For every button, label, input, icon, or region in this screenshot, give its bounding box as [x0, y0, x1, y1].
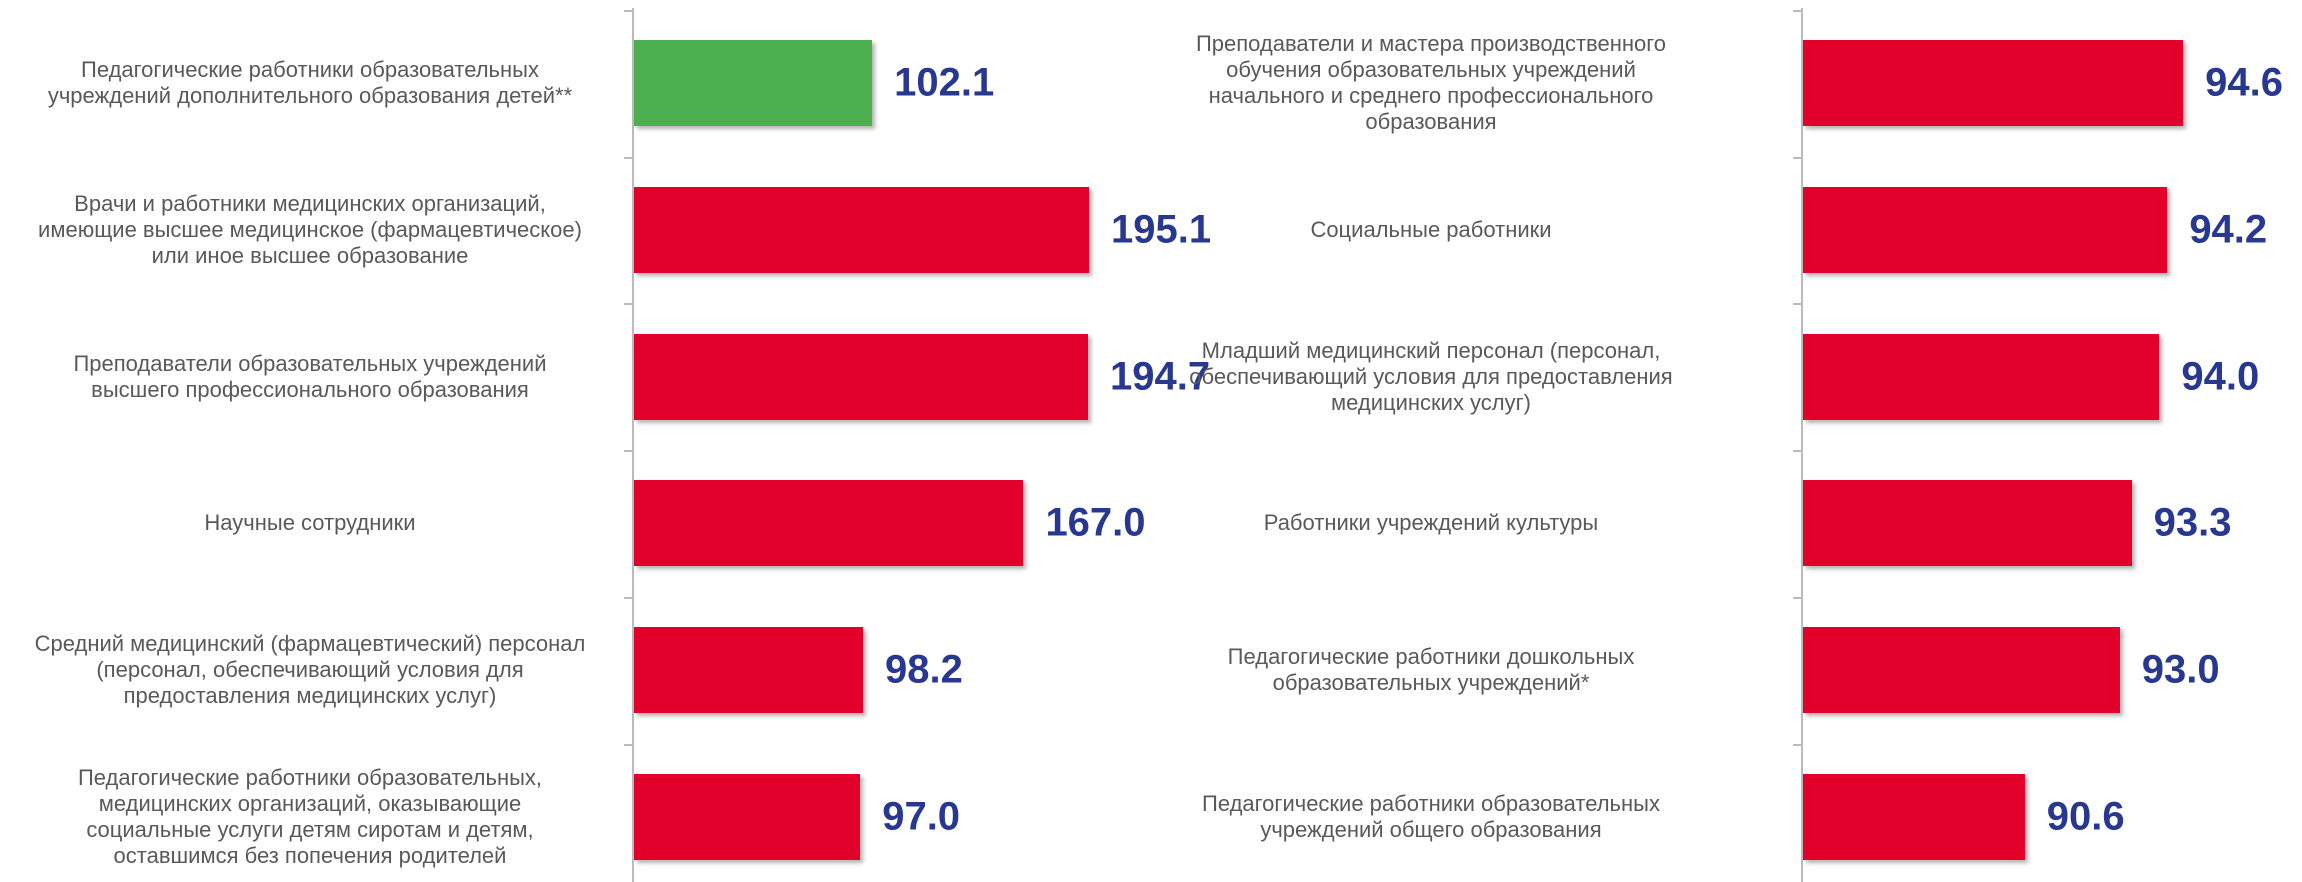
category-separator [1793, 156, 1803, 159]
category-label: Педагогические работники дошкольных обра… [1227, 644, 1635, 696]
bar [1803, 40, 2184, 127]
value-label: 94.2 [2189, 207, 2268, 252]
category-label: Социальные работники [1310, 217, 1552, 243]
bar [634, 40, 873, 127]
category-label: Преподаватели и мастера производственног… [1195, 31, 1667, 135]
value-label: 94.0 [2181, 354, 2260, 399]
value-label: 194.7 [1110, 354, 1211, 399]
bar [634, 187, 1089, 274]
value-label: 97.0 [882, 794, 961, 839]
category-separator [1793, 450, 1803, 453]
category-label: Педагогические работники образовательных… [1202, 790, 1660, 842]
category-label: Педагогические работники образовательных… [77, 764, 543, 868]
bar [634, 627, 863, 714]
value-label: 195.1 [1110, 207, 1212, 252]
category-separator [624, 156, 634, 159]
category-label: Средний медицинский (фармацевтический) п… [34, 631, 586, 709]
value-label: 98.2 [885, 647, 963, 692]
category-separator [624, 10, 634, 12]
category-separator [624, 596, 634, 599]
category-separator [1793, 596, 1803, 599]
bar [634, 773, 861, 860]
category-separator [1793, 743, 1803, 746]
category-separator [1793, 303, 1803, 306]
category-label: Преподаватели образовательных учреждений… [73, 350, 547, 402]
bar [1803, 187, 2168, 274]
value-label: 94.6 [2205, 60, 2284, 105]
value-label: 93.3 [2153, 500, 2232, 545]
category-label: Научные сотрудники [204, 510, 416, 536]
axis-line [1801, 8, 1803, 882]
category-label: Работники учреждений культуры [1263, 510, 1599, 536]
value-label: 102.1 [894, 60, 995, 105]
category-separator [624, 303, 634, 306]
value-label: 167.0 [1045, 500, 1146, 545]
category-label: Педагогические работники образовательных… [47, 57, 573, 109]
category-label: Младший медицинский персонал (персонал, … [1189, 337, 1673, 415]
bar [634, 333, 1089, 420]
category-separator [1793, 10, 1803, 12]
category-label: Врачи и работники медицинских организаци… [38, 191, 582, 269]
bar [634, 480, 1024, 567]
bar [1803, 480, 2132, 567]
value-label: 93.0 [2141, 647, 2220, 692]
axis-line [632, 8, 634, 882]
value-label: 90.6 [2046, 794, 2125, 839]
bar [1803, 333, 2160, 420]
bar [1803, 773, 2025, 860]
bar [1803, 627, 2120, 714]
category-separator [624, 450, 634, 453]
category-separator [624, 743, 634, 746]
